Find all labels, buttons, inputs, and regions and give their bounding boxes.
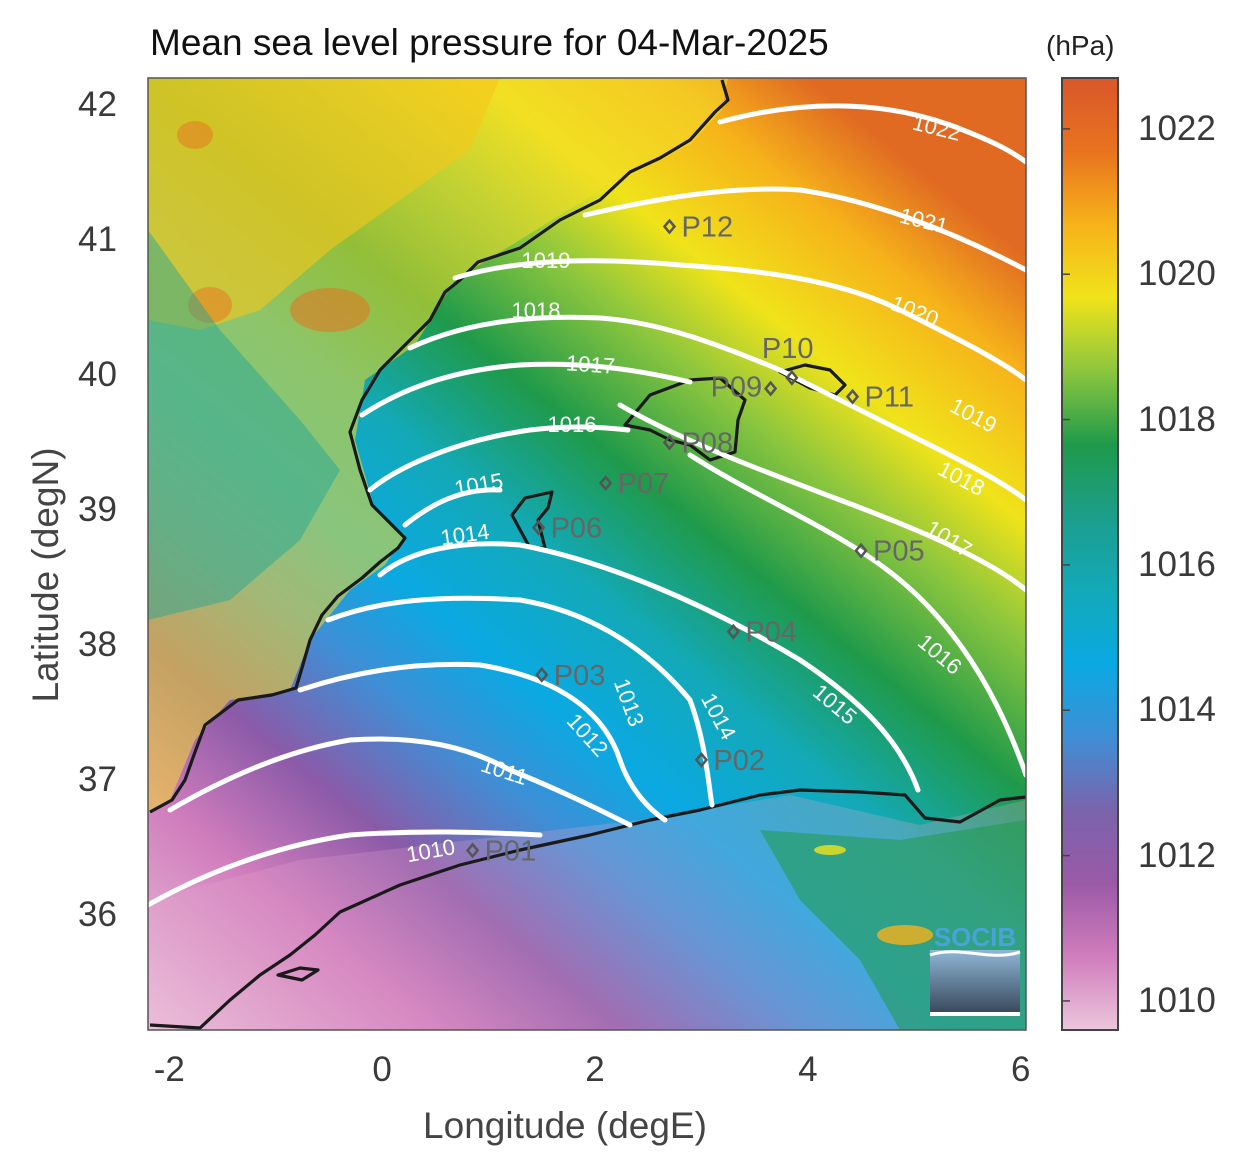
station-label: P09	[711, 372, 763, 404]
x-tick-label: 0	[372, 1050, 392, 1089]
x-tick-label: 4	[798, 1050, 818, 1089]
socib-logo: SOCIB	[929, 922, 1021, 1016]
colorbar	[1061, 77, 1119, 1031]
station-label: P11	[865, 382, 914, 414]
colorbar-tick-label: 1018	[1138, 399, 1216, 439]
y-tick-label: 40	[78, 355, 117, 395]
chart-title: Mean sea level pressure for 04-Mar-2025	[150, 22, 829, 63]
colorbar-units: (hPa)	[1046, 30, 1115, 61]
isobar-label: 1016	[548, 412, 597, 437]
menorca	[778, 363, 847, 397]
isobar-label: 1017	[565, 350, 616, 378]
colorbar-tick-label: 1022	[1138, 108, 1216, 148]
x-tick-label: -2	[153, 1050, 185, 1089]
station-marker[interactable]	[694, 751, 709, 768]
plot-frame	[147, 77, 1027, 1031]
colorbar-tick-label: 1020	[1138, 254, 1216, 294]
station-marker[interactable]	[726, 623, 740, 640]
station-label: P08	[681, 428, 733, 460]
station-marker[interactable]	[845, 388, 860, 405]
y-axis-label: Latitude (degN)	[25, 447, 66, 703]
station-label: P05	[873, 536, 925, 568]
colorbar-tick-label: 1010	[1138, 980, 1216, 1020]
station-marker[interactable]	[785, 369, 799, 386]
colorbar-tick-label: 1016	[1138, 544, 1216, 584]
stations: P01 P02 P03 P04 P05 P06 P07 P08 P09 P10 P11 P12	[465, 212, 925, 867]
colorbar-tick-label: 1014	[1138, 690, 1216, 730]
station-label: P12	[681, 212, 733, 244]
x-tick-label: 6	[1010, 1050, 1031, 1089]
station-label: P06	[551, 513, 603, 545]
y-tick-label: 41	[78, 220, 117, 260]
station-marker[interactable]	[763, 380, 778, 397]
isobar-label: 1019	[522, 248, 571, 273]
colorbar-tick-label: 1012	[1138, 835, 1216, 875]
station-marker[interactable]	[465, 842, 480, 859]
isobar-label: 1018	[512, 298, 561, 323]
station-marker[interactable]	[531, 519, 546, 536]
station-marker[interactable]	[662, 434, 677, 451]
station-marker[interactable]	[598, 475, 613, 492]
station-label: P10	[762, 333, 814, 365]
station-marker[interactable]	[662, 218, 677, 235]
y-tick-label: 36	[78, 895, 117, 935]
y-tick-label: 37	[78, 760, 117, 800]
station-label: P07	[618, 468, 670, 500]
y-tick-label: 39	[78, 490, 117, 530]
isobars	[148, 103, 1026, 908]
station-label: P01	[485, 835, 537, 867]
coastline	[149, 79, 1026, 1030]
station-label: P04	[745, 617, 797, 649]
station-label: P02	[713, 745, 765, 777]
y-tick-label: 42	[78, 85, 117, 124]
station-label: P03	[554, 660, 606, 692]
y-tick-label: 38	[78, 625, 117, 665]
station-marker[interactable]	[854, 542, 868, 559]
x-tick-label: 2	[585, 1050, 605, 1089]
socib-logo-text: SOCIB	[934, 922, 1016, 952]
station-marker[interactable]	[535, 666, 549, 683]
x-axis-label: Longitude (degE)	[423, 1105, 707, 1146]
